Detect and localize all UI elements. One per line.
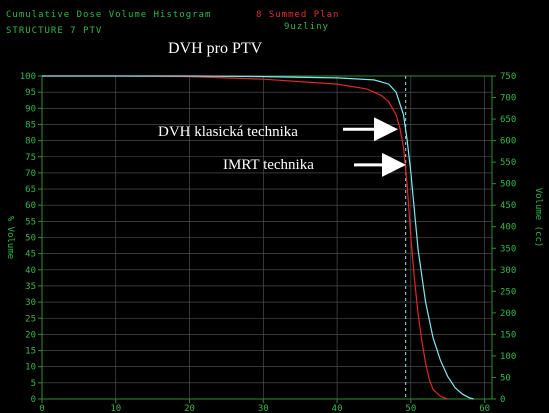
- y2-tick-label-6: 300: [500, 266, 516, 276]
- annotation-label-0: DVH klasická technika: [158, 124, 298, 140]
- y2-tick-label-10: 500: [500, 180, 516, 190]
- y-tick-label-2: 10: [25, 363, 36, 373]
- chart-title: DVH pro PTV: [168, 40, 263, 57]
- y-tick-labels: 0 5 10 15 20 25 30 35 40 45 50 55 60 65 70 75 80 85 90 95 10…: [20, 72, 42, 405]
- y-tick-label-7: 35: [25, 282, 36, 292]
- y2-tick-label-13: 650: [500, 115, 516, 125]
- y-tick-label-6: 30: [25, 298, 36, 308]
- x-tick-label-3: 30: [258, 404, 269, 413]
- x-tick-label-5: 50: [405, 404, 416, 413]
- series-line-classic: [42, 75, 448, 400]
- y2-tick-labels: 0 50 100 150 200 250 300 350 400 450 500 550 600 650 7…: [492, 72, 516, 405]
- x-tick-label-1: 10: [110, 404, 121, 413]
- y2-tick-label-1: 50: [500, 373, 511, 383]
- y-tick-label-19: 95: [25, 88, 36, 98]
- x-tick-label-4: 40: [332, 404, 343, 413]
- y2-tick-label-3: 150: [500, 330, 516, 340]
- y-tick-label-18: 90: [25, 104, 36, 114]
- annotations: DVH klasická technika IMRT technika: [158, 117, 406, 177]
- y2-tick-label-0: 0: [500, 395, 505, 405]
- x-tick-label-2: 20: [184, 404, 195, 413]
- series-line-imrt: [42, 75, 474, 400]
- header-structure: STRUCTURE 7 PTV: [6, 26, 102, 36]
- header-structure-name: 9uzliny: [284, 22, 329, 32]
- y2-tick-label-4: 200: [500, 309, 516, 319]
- y2-tick-label-5: 250: [500, 287, 516, 297]
- y-tick-label-16: 80: [25, 137, 36, 147]
- y-tick-label-3: 15: [25, 347, 36, 357]
- y-tick-label-0: 0: [31, 395, 36, 405]
- y2-tick-label-11: 550: [500, 158, 516, 168]
- header-plan: 8 Summed Plan: [256, 10, 339, 20]
- y2-tick-label-8: 400: [500, 223, 516, 233]
- y-tick-label-9: 45: [25, 250, 36, 260]
- series-lines: [42, 75, 474, 400]
- y-tick-label-14: 70: [25, 169, 36, 179]
- y2-tick-label-14: 700: [500, 94, 516, 104]
- y-axis-label: % Volume: [5, 216, 15, 259]
- x-tick-labels: 0 10 20 30 40 50 60: [39, 399, 490, 413]
- y2-axis-label: Volume (cc): [533, 188, 543, 248]
- y-tick-label-17: 85: [25, 120, 36, 130]
- x-tick-label-0: 0: [39, 404, 44, 413]
- y-tick-label-5: 25: [25, 314, 36, 324]
- y-tick-label-20: 100: [20, 72, 36, 82]
- header-title: Cumulative Dose Volume Histogram: [6, 10, 211, 20]
- y2-tick-label-2: 100: [500, 352, 516, 362]
- y2-tick-label-12: 600: [500, 137, 516, 147]
- y-tick-label-15: 75: [25, 153, 36, 163]
- y-tick-label-10: 50: [25, 234, 36, 244]
- y-tick-label-4: 20: [25, 330, 36, 340]
- y-tick-label-1: 5: [31, 379, 36, 389]
- y2-tick-label-9: 450: [500, 201, 516, 211]
- x-tick-label-6: 60: [479, 404, 490, 413]
- y-tick-label-13: 65: [25, 185, 36, 195]
- y2-tick-label-7: 350: [500, 244, 516, 254]
- y2-tick-label-15: 750: [500, 72, 516, 82]
- y-tick-label-12: 60: [25, 201, 36, 211]
- y-tick-label-11: 55: [25, 217, 36, 227]
- grid: [41, 75, 492, 400]
- y-tick-label-8: 40: [25, 266, 36, 276]
- annotation-label-1: IMRT technika: [223, 157, 314, 173]
